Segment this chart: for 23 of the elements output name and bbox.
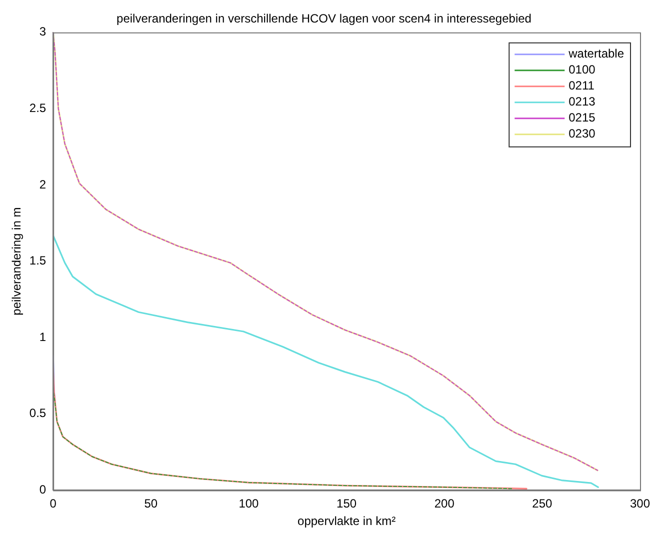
x-tick-label: 250 — [532, 496, 553, 511]
chart-title: peilveranderingen in verschillende HCOV lagen voor scen4 in interessegebied — [116, 12, 532, 26]
y-tick-label: 1 — [39, 330, 46, 344]
x-axis-title: oppervlakte in km² — [298, 514, 396, 528]
legend-label: 0230 — [568, 126, 596, 141]
legend-label: 0213 — [568, 94, 596, 109]
x-tick-label: 150 — [336, 496, 357, 511]
y-tick-label: 0 — [39, 482, 46, 497]
legend-label: 0100 — [568, 62, 596, 77]
x-tick-label: 200 — [434, 496, 455, 511]
y-tick-label: 3 — [39, 24, 46, 39]
x-tick-label: 0 — [50, 496, 57, 511]
legend-label: watertable — [568, 46, 624, 61]
y-tick-label: 2 — [39, 177, 46, 192]
y-tick-label: 0.5 — [29, 406, 46, 420]
y-tick-label: 2.5 — [29, 101, 46, 116]
x-tick-label: 100 — [238, 496, 260, 511]
y-axis-title: peilverandering in m — [10, 207, 24, 316]
x-tick-label: 300 — [630, 496, 650, 511]
legend-label: 0211 — [568, 78, 595, 93]
x-tick-label: 50 — [144, 496, 158, 511]
y-tick-label: 1.5 — [29, 254, 46, 268]
legend-label: 0215 — [568, 110, 596, 125]
